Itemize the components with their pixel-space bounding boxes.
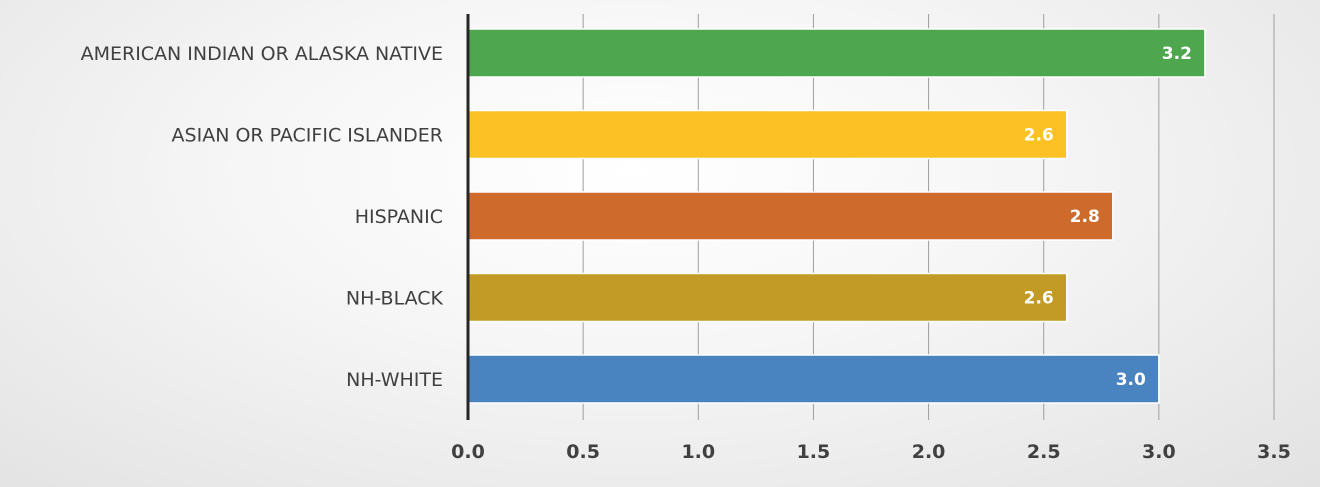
data-label: 2.8 — [1070, 207, 1100, 227]
category-label: NH-BLACK — [346, 288, 444, 310]
x-tick-label: 1.0 — [681, 441, 715, 463]
x-tick-label: 2.0 — [912, 441, 946, 463]
category-label: AMERICAN INDIAN OR ALASKA NATIVE — [81, 43, 443, 65]
category-label: HISPANIC — [355, 206, 443, 228]
data-labels: 3.2 2.6 2.8 2.6 3.0 — [1024, 44, 1192, 390]
x-tick-label: 2.5 — [1027, 441, 1061, 463]
bar — [467, 28, 1206, 78]
bar — [467, 191, 1114, 241]
x-tick-labels: 0.0 0.5 1.0 1.5 2.0 2.5 3.0 3.5 — [451, 441, 1291, 463]
x-tick-label: 0.5 — [566, 441, 600, 463]
data-label: 2.6 — [1024, 289, 1054, 309]
data-label: 3.0 — [1116, 370, 1146, 390]
category-labels: AMERICAN INDIAN OR ALASKA NATIVE ASIAN OR… — [81, 43, 444, 391]
x-tick-label: 3.0 — [1142, 441, 1176, 463]
bar — [467, 272, 1068, 323]
x-tick-label: 0.0 — [451, 441, 485, 463]
data-label: 3.2 — [1162, 44, 1192, 64]
category-label: ASIAN OR PACIFIC ISLANDER — [172, 125, 443, 147]
category-label: NH-WHITE — [346, 369, 443, 391]
data-label: 2.6 — [1024, 126, 1054, 146]
x-tick-label: 3.5 — [1257, 441, 1291, 463]
bar — [467, 354, 1160, 404]
bars — [467, 28, 1206, 404]
x-tick-label: 1.5 — [797, 441, 831, 463]
bar — [467, 109, 1068, 160]
